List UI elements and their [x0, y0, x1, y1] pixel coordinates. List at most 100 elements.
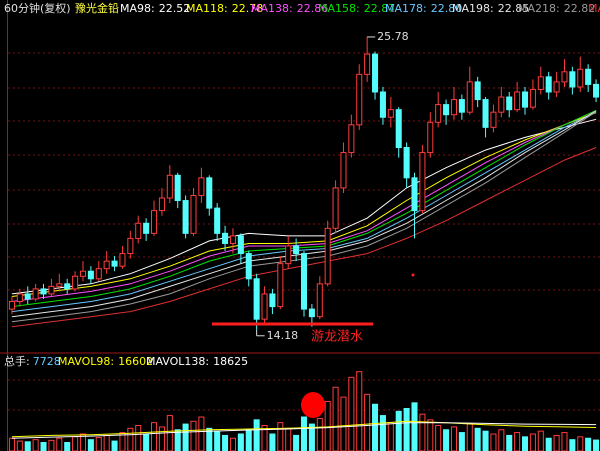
candle-body [569, 71, 576, 88]
candle-body [521, 91, 529, 108]
volume-bar [577, 436, 584, 451]
candle-body [435, 104, 442, 123]
candle-body [158, 197, 165, 212]
volume-bar [521, 436, 529, 451]
legend-entry: MA221.4 [588, 2, 600, 15]
candle-body [403, 147, 410, 179]
volume-bar [419, 413, 426, 451]
volume-bar [372, 403, 379, 451]
volume-bar [498, 429, 505, 451]
volume-bar [482, 430, 489, 451]
candle-body [537, 76, 544, 90]
candle-body [293, 245, 300, 255]
legend-value: 22.87 [364, 2, 396, 15]
candle-body [427, 121, 434, 154]
candle-body [151, 210, 158, 234]
legend-entry: MA198: 22.85 [452, 2, 529, 15]
candle-body [174, 174, 181, 202]
candle-body [308, 308, 315, 318]
volume-bar [537, 430, 544, 451]
candle-body [364, 53, 371, 75]
volume-bar [348, 376, 355, 451]
volume-bar [569, 439, 576, 451]
candle-body [545, 76, 552, 93]
candle-body [32, 288, 39, 300]
ma-line [11, 111, 597, 313]
low-label: 14.18 [267, 329, 299, 342]
volume-bar [529, 433, 536, 451]
candle-body [198, 177, 205, 196]
volume-bar [395, 410, 402, 451]
candle-body [324, 227, 331, 285]
volume-bar [166, 415, 173, 451]
stock-name: 豫光金铅 [75, 1, 119, 15]
candle-body [79, 270, 87, 277]
candle-body [514, 91, 521, 111]
candle-body [222, 232, 229, 244]
volume-bar [300, 416, 308, 451]
candle-body [72, 275, 79, 290]
price-panel: 25.78 14.18 [8, 30, 600, 342]
volume-bar [261, 425, 268, 451]
volume-bar [387, 422, 394, 451]
legend-entry: MA158: 22.87 [318, 2, 395, 15]
candle-body [24, 293, 31, 300]
volume-bar [72, 436, 79, 451]
volume-bar [182, 423, 189, 451]
candle-body [577, 68, 584, 88]
legend-value: 22.82 [564, 2, 596, 15]
candle-body [119, 253, 126, 267]
volume-bar [198, 416, 205, 451]
volume-bar [356, 371, 363, 451]
candle-body [411, 177, 418, 212]
volume-bar [332, 386, 339, 451]
legend-name: MA138: [251, 2, 293, 15]
candle-body [56, 283, 63, 287]
volume-bar [553, 434, 560, 451]
candle-body [190, 194, 197, 234]
candle-body [490, 111, 497, 128]
volume-bar [545, 437, 552, 451]
volume-bar [40, 442, 47, 451]
high-label: 25.78 [377, 30, 409, 43]
volume-bar [316, 417, 323, 451]
volume-bar [411, 402, 418, 451]
candle-body [498, 96, 505, 113]
candle-body [16, 293, 23, 303]
legend-name: MAVOL98: [58, 355, 114, 368]
ma-line [11, 110, 597, 302]
candle-body [356, 73, 363, 126]
ma-line [11, 112, 597, 297]
candle-body [458, 99, 465, 113]
legend-name: MA2 [588, 2, 600, 15]
volume-label: 总手: [4, 354, 30, 368]
volume-bar [16, 440, 23, 451]
marker-dot [411, 273, 415, 277]
volume-bar [64, 442, 71, 451]
volume-bar [340, 396, 347, 451]
volume-bar [174, 429, 181, 451]
volume-bar [324, 400, 331, 451]
candle-body [348, 124, 355, 154]
volume-bar [237, 433, 244, 451]
legend-value: 22.78 [232, 2, 264, 15]
volume-bar [403, 408, 410, 451]
candle-body [127, 237, 134, 255]
candle-body [340, 152, 347, 189]
candle-body [561, 71, 568, 83]
candle-body [277, 263, 284, 308]
legend-entry: MA218: 22.82 [518, 2, 595, 15]
candle-body [229, 235, 236, 244]
candle-body [64, 283, 71, 290]
candle-body [285, 245, 292, 265]
volume-bar [214, 430, 221, 451]
volume-bar [135, 425, 142, 451]
volume-bar [435, 425, 442, 451]
volume-bar [56, 437, 63, 451]
candle-body [8, 301, 15, 310]
candle-body [372, 53, 379, 93]
candle-body [443, 104, 450, 116]
legend-entry: MA138: 22.86 [251, 2, 328, 15]
candle-body [40, 288, 47, 295]
